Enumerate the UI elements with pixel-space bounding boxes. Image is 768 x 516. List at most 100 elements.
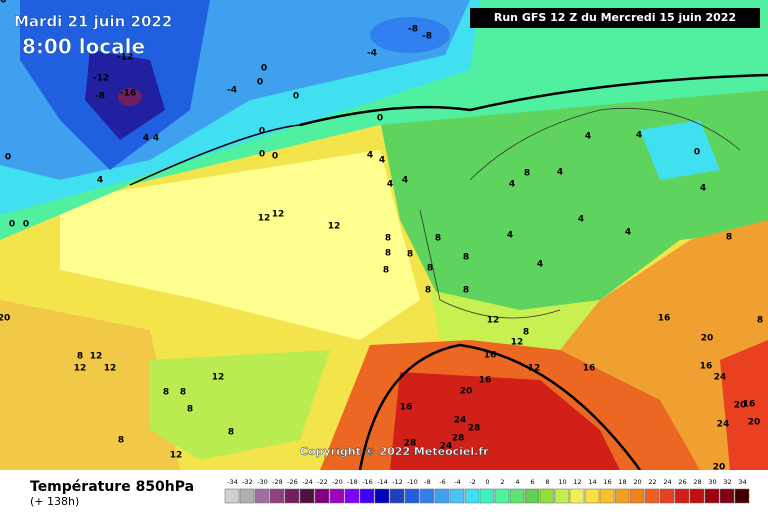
colorbar: -34 -32 -30 -28 -26 -24 -22 -20 -18 -16 -14 -12 -10-… <box>224 478 750 504</box>
colorbar-tick-label: 4 <box>515 478 519 486</box>
colorbar-tick-label: -14 <box>377 478 388 486</box>
contour-label: -8 <box>408 25 418 35</box>
colorbar-swatch <box>509 488 525 504</box>
colorbar-swatch <box>359 488 375 504</box>
contour-label: 28 <box>452 434 465 444</box>
contour-label: 20 <box>460 387 473 397</box>
colorbar-swatch <box>254 488 270 504</box>
colorbar-tick-label: -28 <box>272 478 283 486</box>
colorbar-swatch <box>479 488 495 504</box>
contour-label: 24 <box>454 416 467 426</box>
colorbar-swatch <box>569 488 585 504</box>
colorbar-tick-label: -22 <box>317 478 328 486</box>
colorbar-tick-label: 12 <box>573 478 581 486</box>
colorbar-tick-label: -8 <box>424 478 430 486</box>
contour-label: 4 <box>143 134 149 144</box>
contour-label: 8 <box>427 264 433 274</box>
contour-label: 8 <box>463 286 469 296</box>
contour-label: 28 <box>468 424 481 434</box>
colorbar-tick-label: 20 <box>633 478 641 486</box>
contour-label: 12 <box>511 338 524 348</box>
contour-label: 4 <box>153 134 159 144</box>
contour-label: 4 <box>402 176 408 186</box>
colorbar-swatch <box>494 488 510 504</box>
colorbar-tick-label: 14 <box>588 478 596 486</box>
contour-label: 0 <box>5 153 11 163</box>
colorbar-swatch <box>344 488 360 504</box>
contour-label: 8 <box>385 234 391 244</box>
contour-label: 4 <box>97 176 103 186</box>
colorbar-tick-label: -24 <box>302 478 313 486</box>
contour-label: 8 <box>435 234 441 244</box>
contour-label: 16 <box>0 0 6 6</box>
date: Mardi 21 juin 2022 <box>14 13 172 31</box>
colorbar-swatch <box>674 488 690 504</box>
contour-label: 16 <box>484 351 497 361</box>
contour-label: 20 <box>713 463 726 473</box>
contour-label: 8 <box>180 388 186 398</box>
contour-label: 8 <box>463 253 469 263</box>
contour-label: 12 <box>74 364 87 374</box>
colorbar-swatch <box>524 488 540 504</box>
contour-label: 12 <box>90 352 103 362</box>
contour-label: 4 <box>585 132 591 142</box>
colorbar-tick-label: 28 <box>693 478 701 486</box>
contour-label: 12 <box>258 214 271 224</box>
colorbar-tick-label: -26 <box>287 478 298 486</box>
colorbar-swatch <box>599 488 615 504</box>
contour-label: 0 <box>261 64 267 74</box>
contour-label: 0 <box>694 148 700 158</box>
contour-label: 8 <box>77 352 83 362</box>
colorbar-swatch <box>224 488 240 504</box>
contour-label: 4 <box>700 184 706 194</box>
contour-label: -8 <box>95 92 105 102</box>
lead-time: (+ 138h) <box>30 495 79 508</box>
contour-label: 4 <box>636 131 642 141</box>
contour-label: 8 <box>523 328 529 338</box>
contour-label: 20 <box>734 401 747 411</box>
contour-label: 4 <box>578 215 584 225</box>
contour-label: 0 <box>259 150 265 160</box>
contour-label: 0 <box>272 152 278 162</box>
colorbar-tick-label: 26 <box>678 478 686 486</box>
colorbar-tick-label: 0 <box>485 478 489 486</box>
contour-label: 16 <box>743 400 756 410</box>
colorbar-tick-label: -20 <box>332 478 343 486</box>
contour-label: 4 <box>557 168 563 178</box>
local-time: 8:00 locale <box>22 35 145 59</box>
contour-label: -12 <box>93 74 109 84</box>
colorbar-swatch <box>539 488 555 504</box>
contour-label: 24 <box>714 373 727 383</box>
contour-label: 12 <box>328 222 341 232</box>
colorbar-swatch <box>734 488 750 504</box>
colorbar-swatch <box>404 488 420 504</box>
colorbar-tick-label: -30 <box>257 478 268 486</box>
contour-label: 16 <box>700 362 713 372</box>
copyright: Copyright © 2022 Meteociel.fr <box>300 445 489 458</box>
colorbar-tick-label: -18 <box>347 478 358 486</box>
contour-label: 12 <box>170 451 183 461</box>
contour-label: 16 <box>658 314 671 324</box>
contour-label: 0 <box>9 220 15 230</box>
contour-label: 8 <box>187 405 193 415</box>
contour-label: 20 <box>701 334 714 344</box>
colorbar-tick-label: 6 <box>530 478 534 486</box>
colorbar-swatch <box>434 488 450 504</box>
colorbar-swatch <box>374 488 390 504</box>
colorbar-tick-label: 22 <box>648 478 656 486</box>
contour-label: 0 <box>293 92 299 102</box>
contour-label: 8 <box>757 316 763 326</box>
footer-title: Température 850hPa <box>30 479 194 495</box>
colorbar-tick-label: -10 <box>407 478 418 486</box>
contour-label: 0 <box>257 78 263 88</box>
contour-label: 8 <box>163 388 169 398</box>
contour-label: 16 <box>400 403 413 413</box>
run-box <box>470 8 760 28</box>
contour-label: 16 <box>479 376 492 386</box>
colorbar-swatch <box>239 488 255 504</box>
contour-label: 12 <box>528 364 541 374</box>
colorbar-swatch <box>449 488 465 504</box>
colorbar-swatch <box>689 488 705 504</box>
colorbar-tick-label: -16 <box>362 478 373 486</box>
